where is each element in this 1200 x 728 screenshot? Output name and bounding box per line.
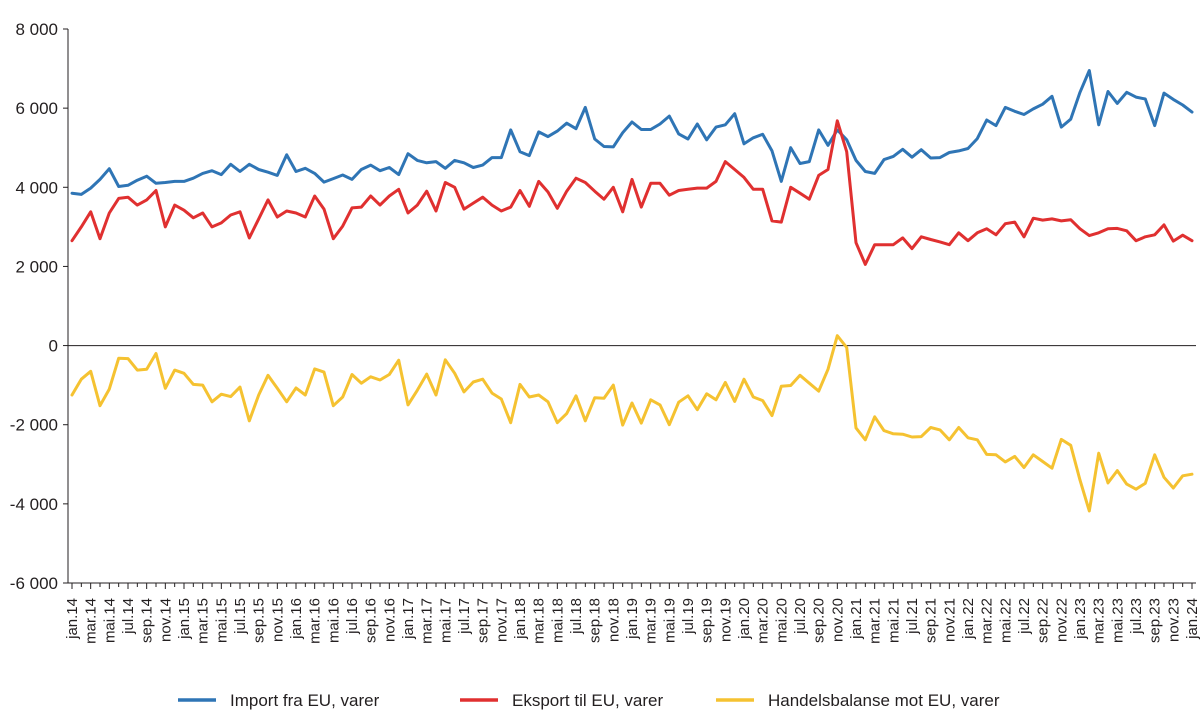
x-tick-label: jul.14 — [120, 598, 137, 635]
x-tick-label: sep.15 — [251, 598, 268, 643]
y-tick-label: 6 000 — [15, 99, 58, 118]
x-tick-label: jan.23 — [1072, 598, 1089, 640]
x-tick-label: jan.20 — [736, 598, 753, 640]
x-tick-label: nov.16 — [381, 598, 398, 642]
x-tick-label: jan.21 — [848, 598, 865, 640]
x-tick-label: nov.17 — [493, 598, 510, 642]
x-tick-label: jan.18 — [512, 598, 529, 640]
x-tick-label: mar.21 — [867, 598, 884, 644]
x-tick-label: sep.17 — [475, 598, 492, 643]
x-tick-label: jul.21 — [904, 598, 921, 635]
x-tick-label: mai.18 — [549, 598, 566, 643]
x-tick-label: mai.15 — [213, 598, 230, 643]
x-tick-label: jan.22 — [960, 598, 977, 640]
x-tick-label: jul.20 — [792, 598, 809, 635]
x-tick-label: mai.21 — [885, 598, 902, 643]
x-tick-label: jan.15 — [176, 598, 193, 640]
x-axis: jan.14 mar.14 mai.14 jul.14 sep.14 nov.14 jan.… — [64, 345, 1200, 644]
x-tick-label: sep.20 — [811, 598, 828, 643]
x-tick-label: mai.22 — [997, 598, 1014, 643]
legend: Import fra EU, varer Eksport til EU, vare… — [178, 691, 1000, 710]
x-tick-label: mar.15 — [195, 598, 212, 644]
x-tick-label: mar.16 — [307, 598, 324, 644]
x-tick-label: nov.18 — [605, 598, 622, 642]
y-tick-label: -2 000 — [10, 416, 58, 435]
series-lines — [70, 69, 1194, 513]
x-tick-label: sep.16 — [363, 598, 380, 643]
series-line-1 — [70, 69, 1194, 196]
x-tick-label: jul.16 — [344, 598, 361, 635]
y-tick-label: 4 000 — [15, 178, 58, 197]
x-tick-label: jul.19 — [680, 598, 697, 635]
x-tick-label: sep.21 — [923, 598, 940, 643]
x-tick-label: jul.22 — [1016, 598, 1033, 635]
x-tick-label: nov.14 — [157, 598, 174, 642]
x-tick-label: mar.20 — [755, 598, 772, 644]
y-tick-label: 2 000 — [15, 257, 58, 276]
x-tick-label: nov.22 — [1053, 598, 1070, 642]
x-tick-label: nov.15 — [269, 598, 286, 642]
x-tick-label: jan.14 — [64, 598, 81, 640]
legend-label-3: Handelsbalanse mot EU, varer — [768, 691, 1000, 710]
legend-label-1: Import fra EU, varer — [230, 691, 380, 710]
x-tick-label: mai.20 — [773, 598, 790, 643]
x-tick-label: nov.23 — [1165, 598, 1182, 642]
x-tick-label: sep.22 — [1035, 598, 1052, 643]
y-tick-label: 8 000 — [15, 20, 58, 39]
y-tick-label: -6 000 — [10, 574, 58, 593]
series-line-2 — [70, 119, 1194, 266]
legend-label-2: Eksport til EU, varer — [512, 691, 663, 710]
x-tick-label: mar.17 — [419, 598, 436, 644]
x-tick-label: mar.14 — [83, 598, 100, 644]
series-line-3 — [70, 334, 1194, 513]
x-tick-label: mai.17 — [437, 598, 454, 643]
x-tick-label: jan.19 — [624, 598, 641, 640]
x-tick-label: mai.19 — [661, 598, 678, 643]
x-tick-label: jul.15 — [232, 598, 249, 635]
x-tick-label: jan.24 — [1184, 598, 1200, 640]
x-tick-label: nov.21 — [941, 598, 958, 642]
x-tick-label: jan.16 — [288, 598, 305, 640]
x-tick-label: jan.17 — [400, 598, 417, 640]
y-axis: 8 000 6 000 4 000 2 000 0 -2 000 -4 000 -6 000 — [10, 20, 69, 593]
x-tick-label: mar.22 — [979, 598, 996, 644]
x-tick-label: mar.23 — [1091, 598, 1108, 644]
x-tick-label: mai.23 — [1109, 598, 1126, 643]
x-tick-label: sep.19 — [699, 598, 716, 643]
x-tick-label: nov.19 — [717, 598, 734, 642]
x-tick-label: jul.18 — [568, 598, 585, 635]
x-tick-label: jul.23 — [1128, 598, 1145, 635]
x-tick-label: jul.17 — [456, 598, 473, 635]
y-tick-label: 0 — [49, 337, 58, 356]
x-tick-label: mai.16 — [325, 598, 342, 643]
x-tick-label: nov.20 — [829, 598, 846, 642]
x-tick-label: sep.23 — [1147, 598, 1164, 643]
y-tick-label: -4 000 — [10, 495, 58, 514]
x-tick-label: mar.18 — [531, 598, 548, 644]
x-tick-label: sep.18 — [587, 598, 604, 643]
x-tick-label: mai.14 — [101, 598, 118, 643]
x-tick-label: sep.14 — [139, 598, 156, 643]
x-tick-label: mar.19 — [643, 598, 660, 644]
